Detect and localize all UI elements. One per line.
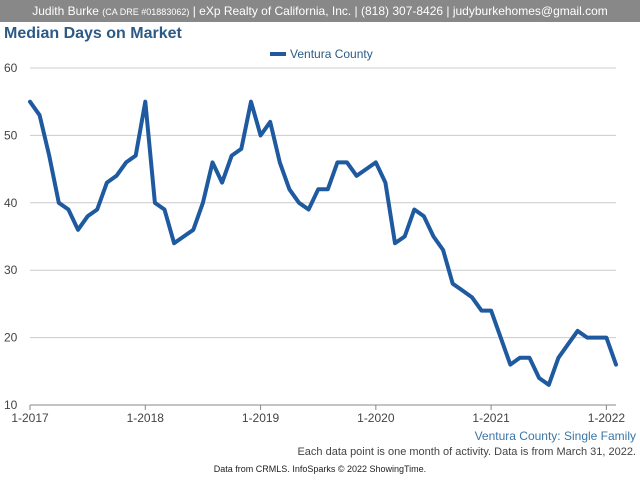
chart-subtitle: Ventura County: Single Family <box>474 429 636 443</box>
x-tick-label: 1-2019 <box>242 411 280 425</box>
x-tick-label: 1-2020 <box>357 411 395 425</box>
agent-license: (CA DRE #01883062) <box>102 7 190 17</box>
x-tick-label: 1-2021 <box>472 411 510 425</box>
y-tick-label: 10 <box>4 398 18 412</box>
x-tick-label: 1-2022 <box>588 411 626 425</box>
y-tick-label: 60 <box>4 61 18 75</box>
chart-title: Median Days on Market <box>4 25 182 42</box>
agent-header: Judith Burke (CA DRE #01883062) | eXp Re… <box>0 0 640 22</box>
agent-name: Judith Burke <box>32 4 99 18</box>
x-tick-label: 1-2018 <box>127 411 165 425</box>
data-source-footer: Data from CRMLS. InfoSparks © 2022 Showi… <box>213 464 427 474</box>
y-tick-label: 40 <box>4 196 18 210</box>
x-tick-label: 1-2017 <box>11 411 49 425</box>
y-tick-label: 20 <box>4 331 18 345</box>
y-tick-label: 50 <box>4 128 18 142</box>
data-note: Each data point is one month of activity… <box>297 446 636 458</box>
agent-details: | eXp Realty of California, Inc. | (818)… <box>192 4 608 18</box>
y-tick-label: 30 <box>4 263 18 277</box>
legend-label: Ventura County <box>290 47 373 61</box>
series-line-ventura-county <box>28 99 618 387</box>
